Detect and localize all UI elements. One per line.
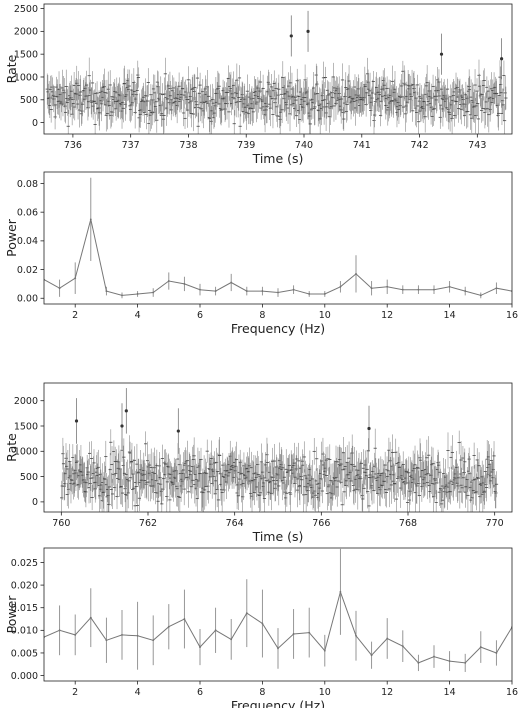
data-point [120, 424, 124, 428]
panel-3: 760 762 764 766 768 770 0 500 1000 1500 2000 Time (… [4, 382, 513, 544]
x-tick-label: 10 [319, 687, 331, 698]
panel-1: 736 737 738 739 740 741 742 743 0 500 1000 1500 2000… [4, 3, 513, 166]
y-tick-label: 2000 [14, 396, 38, 407]
data-point [124, 409, 128, 413]
x-tick-label: 12 [381, 310, 393, 321]
y-tick-label: 0.04 [17, 236, 38, 247]
plot-area [60, 388, 499, 512]
y-axis-label: Power [4, 595, 19, 634]
axes-frame [43, 171, 513, 305]
axes-frame [43, 382, 513, 513]
y-tick-label: 0.015 [11, 603, 38, 614]
data-point [439, 52, 444, 56]
x-tick-label: 764 [226, 518, 244, 529]
y-axis-label: Rate [4, 433, 19, 462]
x-axis-label: Frequency (Hz) [231, 321, 325, 336]
y-tick-label: 0.08 [17, 179, 38, 190]
data-point [306, 29, 310, 33]
y-tick-label: 0.020 [11, 580, 38, 591]
data-point [500, 57, 504, 61]
plot-area [44, 177, 512, 299]
y-tick-label: 2000 [14, 27, 38, 38]
data-point [74, 419, 79, 423]
x-tick-label: 2 [72, 687, 78, 698]
x-tick-label: 8 [259, 310, 265, 321]
y-tick-label: 0.025 [11, 558, 38, 569]
x-tick-label: 741 [353, 140, 371, 151]
panel-4: 2 4 6 8 10 12 14 16 0.000 0.005 0.010 0.015 0.020 0.0… [4, 547, 518, 708]
x-tick-label: 762 [139, 518, 157, 529]
x-tick-label: 736 [64, 140, 82, 151]
x-tick-label: 16 [506, 310, 518, 321]
y-tick-label: 0.02 [17, 265, 38, 276]
data-point [289, 34, 293, 38]
x-tick-label: 12 [381, 687, 393, 698]
panel-2: 2 4 6 8 10 12 14 16 0.00 0.02 0.04 0.06 0.08 Frequenc… [4, 171, 518, 336]
x-tick-label: 8 [259, 687, 265, 698]
x-tick-label: 14 [444, 687, 456, 698]
x-tick-label: 738 [179, 140, 197, 151]
axes-frame [43, 3, 513, 135]
x-axis-label: Time (s) [252, 151, 304, 166]
data-point [176, 429, 180, 433]
y-tick-label: 1000 [14, 447, 38, 458]
y-tick-label: 1500 [14, 421, 38, 432]
y-axis-label: Rate [4, 54, 19, 83]
power-line [44, 219, 512, 296]
x-tick-label: 16 [506, 687, 518, 698]
x-tick-label: 737 [122, 140, 140, 151]
x-axis-label: Time (s) [252, 529, 304, 544]
y-tick-label: 1500 [14, 49, 38, 60]
plot-area [45, 10, 508, 134]
y-tick-label: 500 [20, 472, 38, 483]
x-tick-label: 10 [319, 310, 331, 321]
y-tick-label: 500 [20, 95, 38, 106]
y-tick-label: 0.00 [17, 294, 38, 305]
y-tick-label: 1000 [14, 72, 38, 83]
y-tick-label: 0.005 [11, 648, 38, 659]
x-tick-label: 766 [312, 518, 330, 529]
x-tick-label: 6 [197, 687, 203, 698]
x-tick-label: 2 [72, 310, 78, 321]
x-tick-label: 6 [197, 310, 203, 321]
x-tick-label: 14 [444, 310, 456, 321]
x-tick-label: 742 [410, 140, 428, 151]
x-tick-label: 768 [399, 518, 417, 529]
x-tick-label: 739 [237, 140, 255, 151]
x-tick-label: 740 [295, 140, 313, 151]
plot-area [44, 548, 512, 672]
y-tick-label: 0.000 [11, 671, 38, 682]
x-tick-label: 770 [486, 518, 504, 529]
power-line [44, 590, 512, 664]
y-tick-label: 0.06 [17, 207, 38, 218]
axes-frame [43, 547, 513, 682]
data-point [367, 426, 371, 431]
x-axis-label: Frequency (Hz) [231, 698, 325, 708]
y-tick-label: 0 [32, 118, 38, 129]
x-tick-label: 743 [468, 140, 486, 151]
y-axis-label: Power [4, 218, 19, 257]
y-tick-label: 0 [32, 497, 38, 508]
x-tick-label: 4 [135, 687, 141, 698]
x-tick-label: 760 [52, 518, 70, 529]
y-tick-label: 2500 [14, 4, 38, 15]
x-tick-label: 4 [135, 310, 141, 321]
y-tick-label: 0.010 [11, 626, 38, 637]
